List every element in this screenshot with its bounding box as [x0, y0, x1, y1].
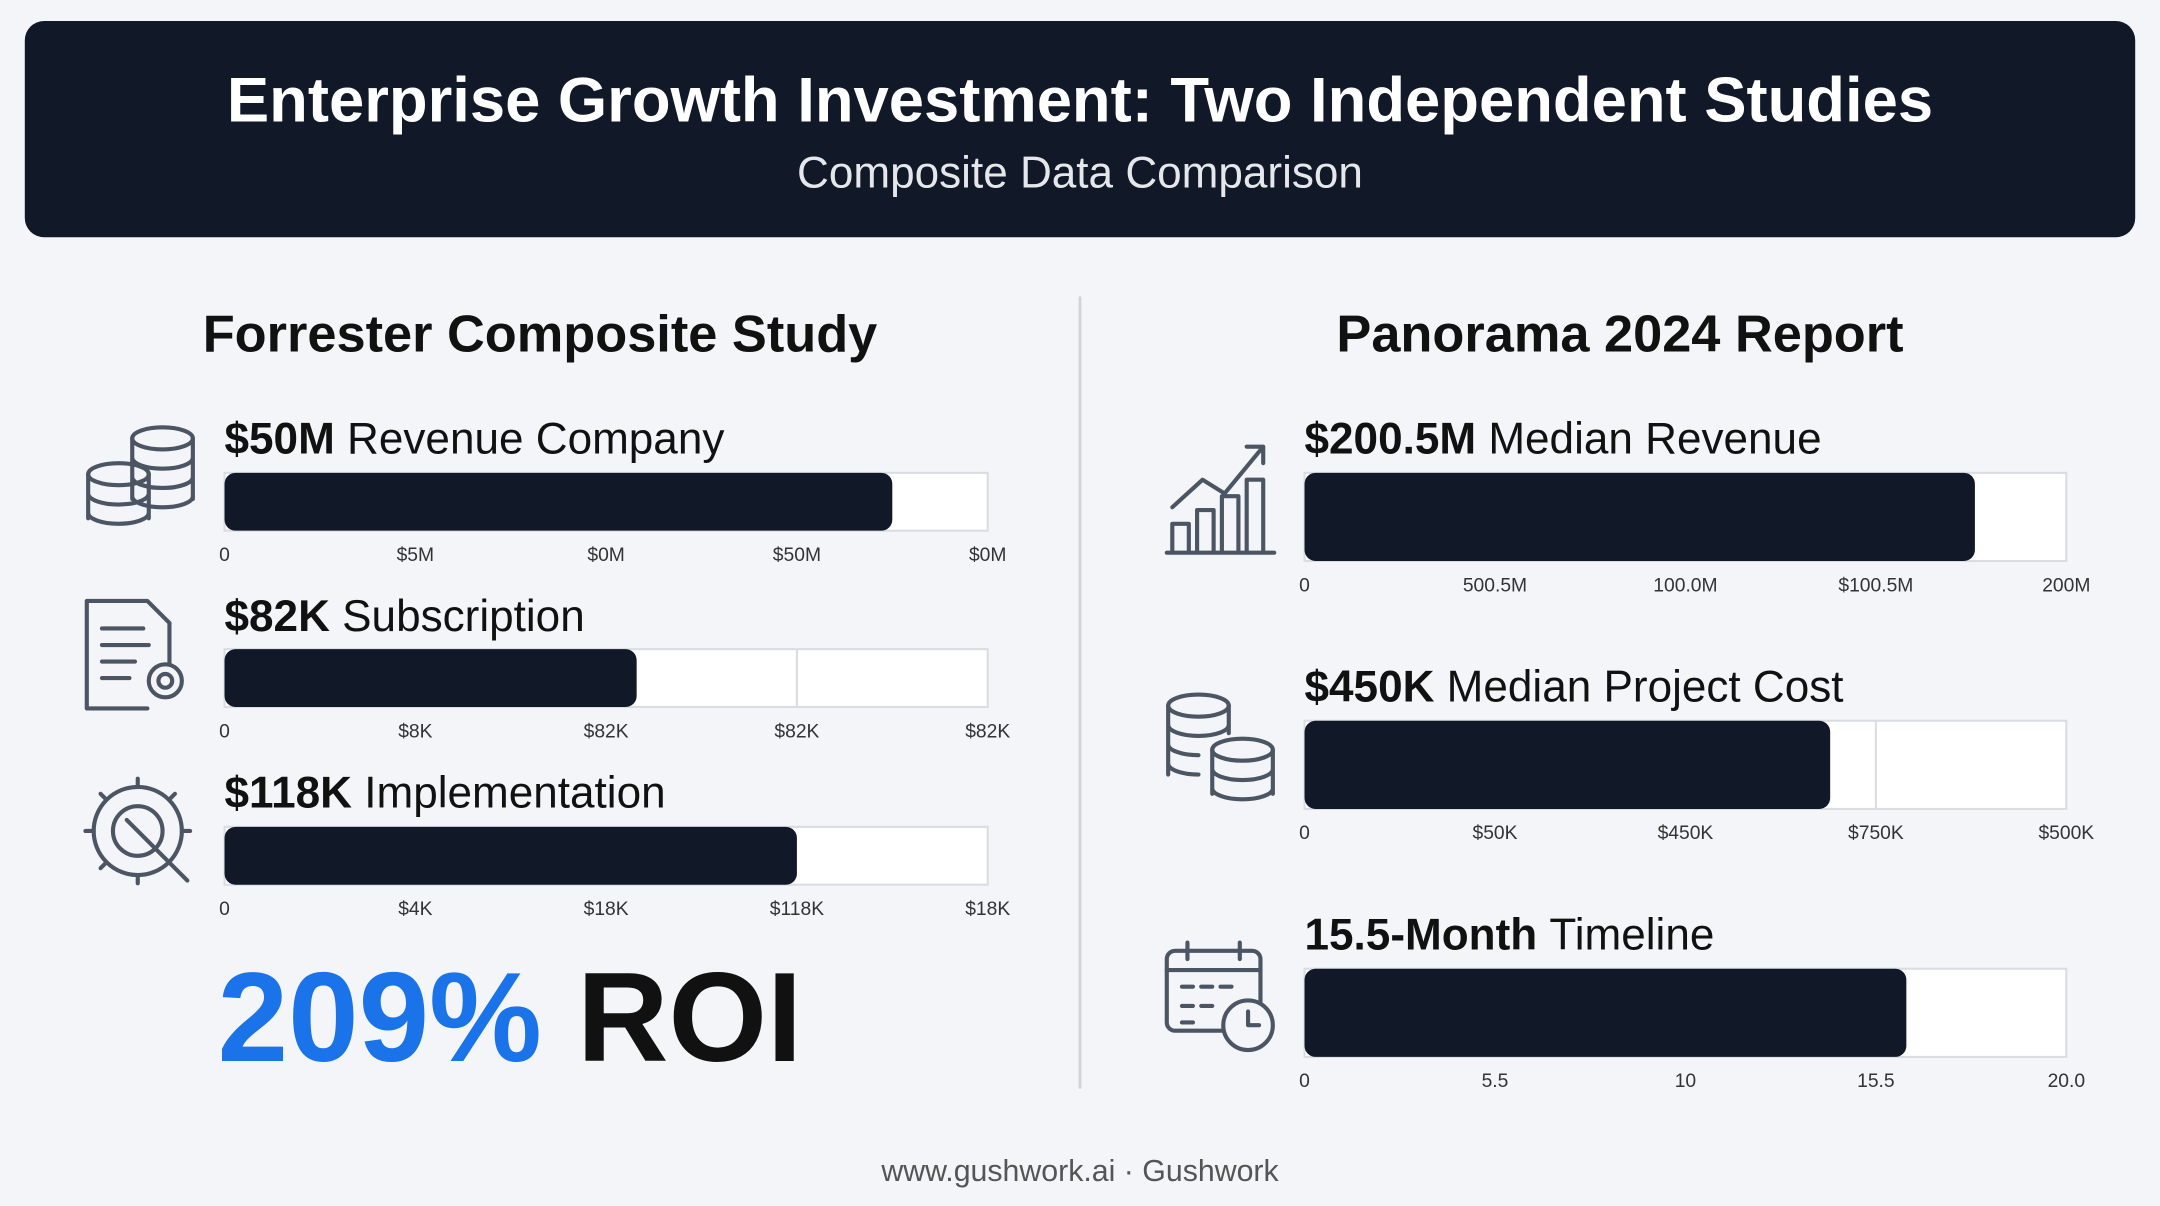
tick-label: $82K [965, 721, 1010, 742]
roi-label: ROI [577, 946, 802, 1088]
tick-label: $500K [2038, 823, 2094, 844]
coins-icon [86, 425, 195, 526]
item-value: $118K [225, 769, 353, 818]
tick-label: $50K [1472, 823, 1517, 844]
tick-label: 200M [2042, 575, 2090, 596]
item-name: Median Project Cost [1447, 662, 1844, 711]
item-name: Implementation [364, 769, 665, 818]
section-title: Panorama 2024 Report [1336, 306, 1903, 364]
tick-label: $18K [584, 899, 629, 920]
item-label: $200.5M Median Revenue [1305, 415, 1822, 464]
tick-label: 5.5 [1482, 1071, 1509, 1092]
bar [224, 826, 797, 885]
tick-label: 0 [1299, 1071, 1310, 1092]
tick-label: 10 [1675, 1071, 1696, 1092]
tick-label: $0M [969, 545, 1006, 566]
bar [1304, 968, 1907, 1057]
item-value: $50M [225, 415, 335, 464]
item-value: $450K [1305, 662, 1435, 711]
tick-label: 15.5 [1857, 1071, 1894, 1092]
tick-label: 0 [219, 545, 230, 566]
tick-label: $82K [584, 721, 629, 742]
footer: www.gushwork.ai · Gushwork [880, 1155, 1279, 1188]
tick-label: $450K [1658, 823, 1714, 844]
calendar-clock-icon [1164, 940, 1275, 1053]
tick-label: 0 [1299, 575, 1310, 596]
tick-label: $5M [397, 545, 434, 566]
tick-label: $50M [773, 545, 821, 566]
gear-wrench-icon [83, 776, 193, 886]
roi: 209% ROI [218, 946, 803, 1088]
tick-label: 100.0M [1653, 575, 1717, 596]
tick-label: 0 [219, 721, 230, 742]
item-label: 15.5-Month Timeline [1305, 910, 1715, 959]
tick-label: 500.5M [1463, 575, 1527, 596]
item-value: $82K [225, 592, 331, 641]
tick-label: $82K [774, 721, 819, 742]
item-name: Median Revenue [1488, 415, 1821, 464]
item-label: $82K Subscription [225, 592, 585, 641]
item-value: 15.5-Month [1305, 910, 1538, 959]
tick-label: 20.0 [2048, 1071, 2085, 1092]
tick-label: $18K [965, 899, 1010, 920]
growth-chart-icon [1164, 444, 1277, 555]
tick-label: $4K [398, 899, 432, 920]
item-name: Revenue Company [347, 415, 724, 464]
document-gear-icon [84, 598, 184, 711]
item-label: $50M Revenue Company [225, 415, 725, 464]
tick-label: $118K [770, 899, 824, 920]
tick-label: 0 [1299, 823, 1310, 844]
roi-value: 209% [218, 946, 542, 1088]
item-name: Timeline [1549, 910, 1714, 959]
tick-label: 0 [219, 899, 230, 920]
item-label: $450K Median Project Cost [1305, 662, 1844, 711]
tick-label: $8K [398, 721, 432, 742]
bar [1304, 472, 1975, 561]
item-value: $200.5M [1305, 415, 1477, 464]
coins-icon [1166, 692, 1275, 802]
title: Enterprise Growth Investment: Two Indepe… [227, 66, 1933, 136]
bar [224, 649, 637, 708]
section-title: Forrester Composite Study [203, 306, 878, 364]
tick-label: $100.5M [1838, 575, 1913, 596]
tick-label: $0M [587, 545, 624, 566]
item-name: Subscription [342, 592, 585, 641]
header-banner [24, 20, 2136, 238]
tick-label: $750K [1848, 823, 1904, 844]
subtitle: Composite Data Comparison [797, 149, 1363, 198]
bar [224, 472, 893, 531]
item-label: $118K Implementation [225, 769, 666, 818]
bar [1304, 720, 1831, 809]
